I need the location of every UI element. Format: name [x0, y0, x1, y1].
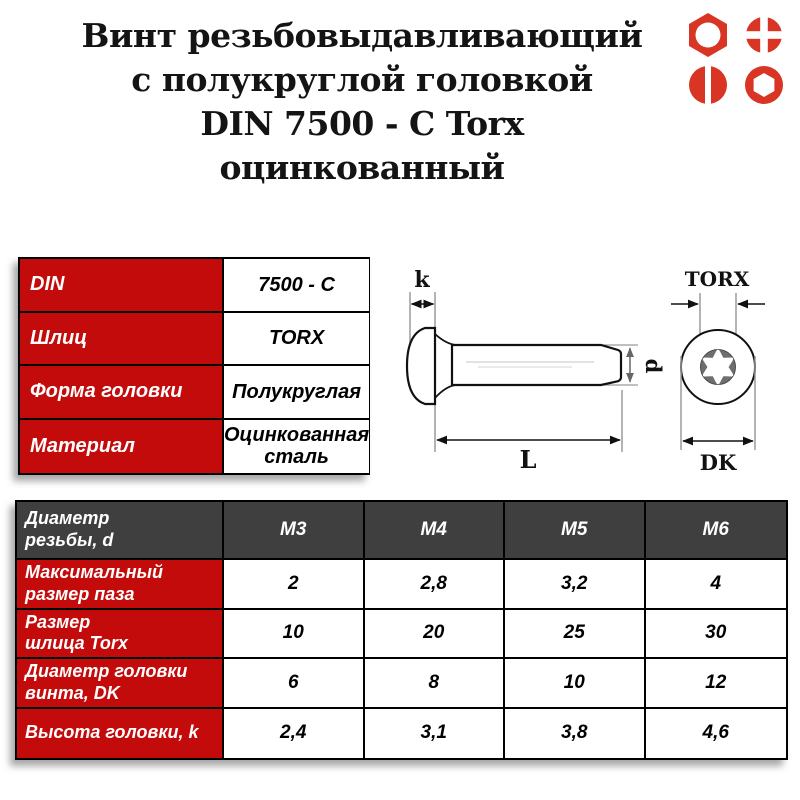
row-label-torx-size: Размер шлица Torx	[17, 609, 224, 659]
page-title: Винт резьбовыдавливающий с полукруглой г…	[2, 14, 722, 190]
drive-icons	[684, 13, 790, 107]
hex-head-icon	[689, 13, 727, 57]
technical-drawing: k d L TORX	[405, 267, 765, 475]
l-dimension-label: L	[520, 445, 537, 474]
spec-label-din: DIN	[20, 259, 224, 313]
title-line-3: DIN 7500 - C Torx	[200, 104, 524, 143]
size-value: 6	[224, 659, 365, 709]
torx-label: TORX	[685, 267, 750, 291]
title-line-1: Винт резьбовыдавливающий	[81, 16, 643, 55]
size-table: Диаметр резьбы, d M3 M4 M5 M6 Максимальн…	[15, 500, 788, 760]
col-header-m5: M5	[505, 502, 646, 560]
spec-table: DIN 7500 - C Шлиц TORX Форма головки Пол…	[18, 257, 370, 475]
spec-value-drive: TORX	[224, 312, 370, 366]
size-value: 25	[505, 609, 646, 659]
size-value: 20	[364, 609, 505, 659]
col-header-m6: M6	[645, 502, 786, 560]
title-line-2: с полукруглой головкой	[131, 60, 593, 99]
hex-socket-drive-icon	[745, 66, 783, 104]
col-header-m4: M4	[364, 502, 505, 560]
row-label-head-height: Высота головки, k	[17, 708, 224, 758]
title-line-4: оцинкованный	[219, 148, 505, 187]
size-value: 4,6	[645, 708, 786, 758]
size-value: 4	[645, 560, 786, 610]
dk-dimension-label: DK	[700, 450, 737, 475]
phillips-drive-icon	[745, 16, 783, 54]
size-header-label: Диаметр резьбы, d	[17, 502, 224, 560]
spec-value-head: Полукруглая	[224, 366, 370, 420]
size-value: 10	[505, 659, 646, 709]
spec-value-din: 7500 - C	[224, 259, 370, 313]
row-label-head-diameter: Диаметр головки винта, DK	[17, 659, 224, 709]
screw-neck-top	[434, 333, 457, 346]
spec-label-material: Материал	[20, 419, 224, 473]
col-header-m3: M3	[224, 502, 365, 560]
size-value: 2,4	[224, 708, 365, 758]
spec-label-drive: Шлиц	[20, 312, 224, 366]
size-value: 8	[364, 659, 505, 709]
spec-value-material: Оцинкованная сталь	[224, 419, 370, 473]
spec-label-head: Форма головки	[20, 366, 224, 420]
size-value: 30	[645, 609, 786, 659]
size-value: 2,8	[364, 560, 505, 610]
size-value: 10	[224, 609, 365, 659]
k-dimension-label: k	[414, 267, 430, 293]
size-value: 3,1	[364, 708, 505, 758]
screw-neck-bottom	[434, 384, 457, 399]
size-value: 2	[224, 560, 365, 610]
screw-shaft	[450, 343, 623, 387]
d-dimension-label: d	[641, 359, 666, 374]
size-value: 3,8	[505, 708, 646, 758]
size-value: 3,2	[505, 560, 646, 610]
torx-star	[702, 349, 734, 385]
screw-head	[405, 326, 437, 406]
screw-side-view: k d L	[405, 267, 666, 474]
slotted-drive-icon	[689, 65, 727, 105]
row-label-slot-size: Максимальный размер паза	[17, 560, 224, 610]
size-value: 12	[645, 659, 786, 709]
screw-front-view: TORX DK	[671, 267, 765, 475]
